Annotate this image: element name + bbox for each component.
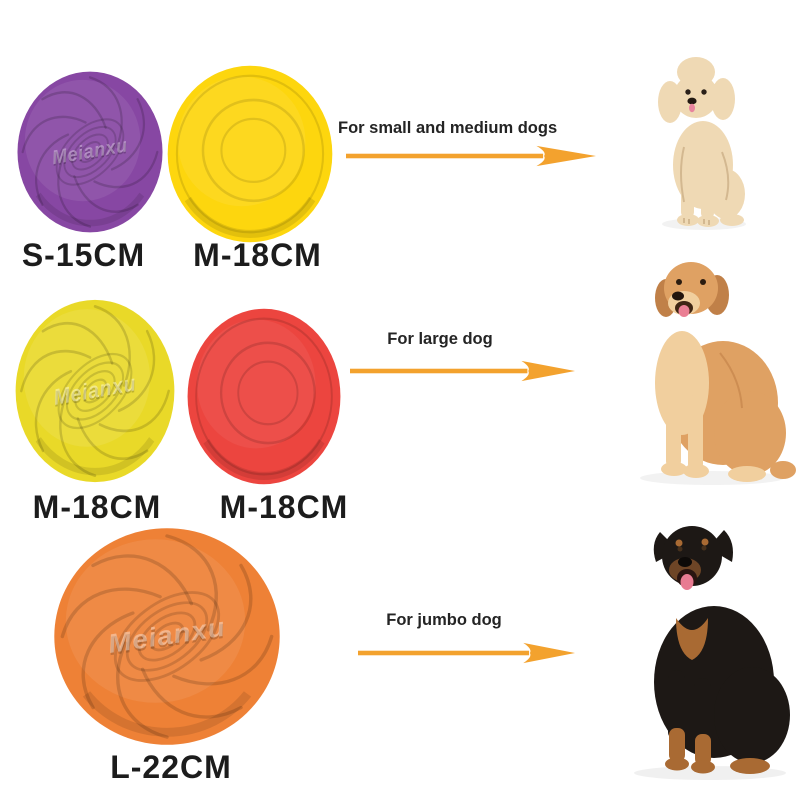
ring-grooves xyxy=(195,317,333,476)
rottweiler-tongue xyxy=(680,574,694,590)
rottweiler-eye-left xyxy=(677,546,683,552)
annotation-text: For jumbo dog xyxy=(386,611,502,629)
size-label-m-18cm-row1: M-18CM xyxy=(193,237,322,273)
rottweiler-nose xyxy=(678,557,692,567)
arrow-right-icon xyxy=(346,145,596,167)
poodle-nose xyxy=(687,97,697,105)
dog-golden-retriever-image xyxy=(640,262,796,485)
center-oval-rings xyxy=(57,352,133,430)
golden-tongue xyxy=(678,305,690,317)
poodle-tongue xyxy=(689,103,695,113)
golden-eye-left xyxy=(676,279,682,285)
annotation-small-medium-dogs: For small and medium dogs xyxy=(338,119,596,167)
ring-grooves xyxy=(175,74,325,234)
annotation-text: For large dog xyxy=(387,330,493,348)
size-label-m-18cm-row2-left: M-18CM xyxy=(32,489,162,525)
poodle-eye-left xyxy=(685,89,691,95)
poodle-eye-right xyxy=(701,89,707,95)
golden-eye-right xyxy=(700,279,706,285)
arrow-right-icon xyxy=(350,360,575,382)
swirl-pattern xyxy=(60,534,274,739)
annotation-jumbo-dog: For jumbo dog xyxy=(358,611,575,664)
arrow-right-icon xyxy=(358,642,575,664)
size-label-s-15cm: S-15CM xyxy=(21,237,146,273)
frisbee-purple: Meianxu Meianxu xyxy=(17,71,163,233)
frisbee-yellow xyxy=(167,65,333,243)
golden-nose xyxy=(672,291,684,301)
dog-poodle-image xyxy=(658,57,746,230)
swirl-pattern xyxy=(20,304,170,478)
frisbee-orange: Meianxu Meianxu xyxy=(54,528,280,745)
rottweiler-eye-right xyxy=(701,545,707,551)
size-label-m-18cm-row2-right: M-18CM xyxy=(219,489,349,525)
dog-rottweiler-image xyxy=(634,526,790,780)
frisbee-red xyxy=(187,308,341,485)
fur-shading xyxy=(680,146,730,225)
size-label-l-22cm: L-22CM xyxy=(110,749,232,785)
swirl-pattern xyxy=(21,76,159,228)
center-oval-rings xyxy=(55,118,125,186)
annotation-large-dog: For large dog xyxy=(350,330,575,382)
annotation-text: For small and medium dogs xyxy=(338,119,558,137)
center-oval-rings xyxy=(113,591,221,682)
frisbee-yellow-green: Meianxu Meianxu xyxy=(15,299,175,483)
tan-markings xyxy=(665,538,770,774)
fur-shading xyxy=(719,352,743,409)
